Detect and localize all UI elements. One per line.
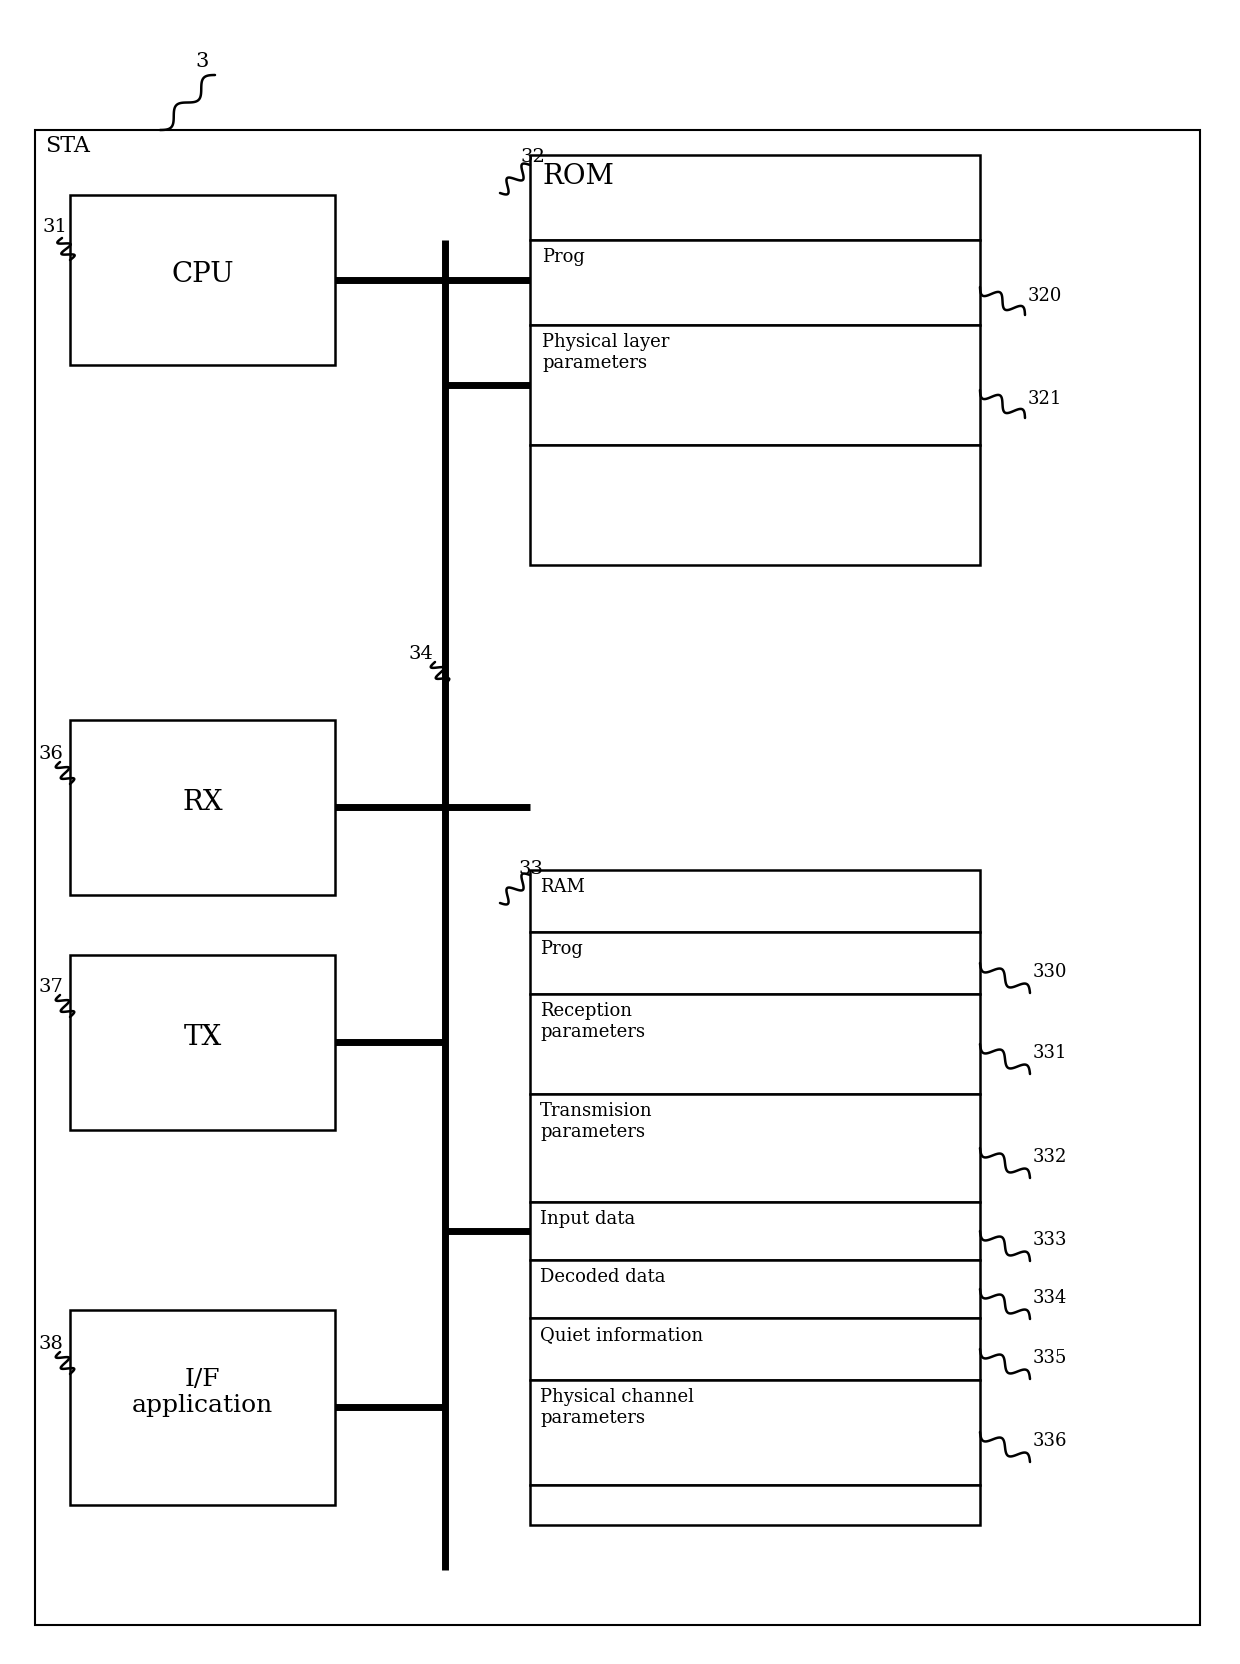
Bar bbox=[529, 1379, 980, 1484]
Bar bbox=[69, 721, 335, 895]
Bar bbox=[529, 155, 980, 240]
Text: Physical layer
parameters: Physical layer parameters bbox=[542, 333, 670, 371]
Bar bbox=[529, 932, 980, 993]
Bar bbox=[529, 1318, 980, 1379]
Bar bbox=[529, 993, 980, 1093]
Text: Quiet information: Quiet information bbox=[539, 1326, 703, 1345]
Text: 3: 3 bbox=[195, 52, 208, 72]
Text: 333: 333 bbox=[1033, 1231, 1068, 1250]
Text: 321: 321 bbox=[1028, 389, 1063, 408]
Bar bbox=[69, 195, 335, 364]
Text: 38: 38 bbox=[38, 1335, 63, 1353]
Bar bbox=[529, 870, 980, 932]
Text: 334: 334 bbox=[1033, 1290, 1068, 1306]
Bar bbox=[69, 955, 335, 1130]
Text: 332: 332 bbox=[1033, 1148, 1068, 1166]
Text: Input data: Input data bbox=[539, 1210, 635, 1228]
Text: STA: STA bbox=[45, 135, 89, 156]
Text: 37: 37 bbox=[38, 978, 63, 997]
Bar bbox=[69, 1310, 335, 1504]
Text: RX: RX bbox=[182, 789, 223, 815]
Bar bbox=[529, 444, 980, 566]
Bar bbox=[529, 1260, 980, 1318]
Bar bbox=[529, 1093, 980, 1201]
Text: Decoded data: Decoded data bbox=[539, 1268, 666, 1286]
Text: I/F
application: I/F application bbox=[131, 1368, 273, 1418]
Text: 36: 36 bbox=[38, 745, 63, 764]
Bar bbox=[529, 1484, 980, 1524]
Bar bbox=[529, 1201, 980, 1260]
Text: 32: 32 bbox=[520, 148, 544, 166]
Bar bbox=[35, 130, 1200, 1626]
Text: TX: TX bbox=[184, 1023, 222, 1052]
Text: 34: 34 bbox=[408, 646, 433, 662]
Text: RAM: RAM bbox=[539, 879, 585, 895]
Bar bbox=[529, 240, 980, 324]
Text: Physical channel
parameters: Physical channel parameters bbox=[539, 1388, 694, 1426]
Text: 331: 331 bbox=[1033, 1043, 1068, 1062]
Text: Reception
parameters: Reception parameters bbox=[539, 1002, 645, 1040]
Text: Prog: Prog bbox=[539, 940, 583, 958]
Text: 336: 336 bbox=[1033, 1433, 1068, 1449]
Text: 31: 31 bbox=[42, 218, 67, 236]
Text: 320: 320 bbox=[1028, 286, 1063, 305]
Text: 330: 330 bbox=[1033, 963, 1068, 982]
Text: Prog: Prog bbox=[542, 248, 585, 266]
Text: CPU: CPU bbox=[171, 261, 234, 288]
Bar bbox=[529, 324, 980, 444]
Text: Transmision
parameters: Transmision parameters bbox=[539, 1102, 652, 1142]
Text: ROM: ROM bbox=[542, 163, 614, 190]
Text: 33: 33 bbox=[518, 860, 543, 879]
Text: 335: 335 bbox=[1033, 1350, 1068, 1368]
